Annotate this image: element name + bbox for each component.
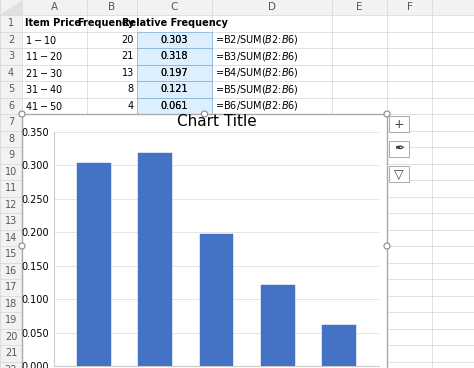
Circle shape <box>384 243 390 249</box>
Text: 8: 8 <box>128 84 134 94</box>
Text: 16: 16 <box>5 266 17 276</box>
Text: 20: 20 <box>122 35 134 45</box>
Text: $1 - $10: $1 - $10 <box>25 34 57 46</box>
Text: 17: 17 <box>5 282 17 292</box>
Bar <box>137 98 212 114</box>
Text: D: D <box>268 3 276 13</box>
Circle shape <box>201 111 208 117</box>
Text: 0.197: 0.197 <box>161 68 188 78</box>
Circle shape <box>384 111 390 117</box>
Text: 0.061: 0.061 <box>161 101 188 111</box>
Circle shape <box>19 111 25 117</box>
Text: ▽: ▽ <box>394 167 404 180</box>
Text: 19: 19 <box>5 315 17 325</box>
Title: Chart Title: Chart Title <box>177 114 256 130</box>
Text: 1: 1 <box>8 18 14 28</box>
Text: B: B <box>109 3 116 13</box>
Text: =B5/SUM($B$2:$B$6): =B5/SUM($B$2:$B$6) <box>215 83 299 96</box>
Text: ✒: ✒ <box>394 142 404 156</box>
Text: 0.121: 0.121 <box>161 84 188 94</box>
Bar <box>322 325 356 366</box>
Bar <box>0 15 22 368</box>
Bar <box>137 64 212 81</box>
Text: $31 - $40: $31 - $40 <box>25 83 63 95</box>
Text: $41 - $50: $41 - $50 <box>25 100 63 112</box>
Text: 11: 11 <box>5 183 17 193</box>
Text: 13: 13 <box>5 216 17 226</box>
Text: 22: 22 <box>5 365 17 368</box>
Bar <box>77 163 111 366</box>
Text: =B4/SUM($B$2:$B$6): =B4/SUM($B$2:$B$6) <box>215 66 299 79</box>
Circle shape <box>19 243 25 249</box>
Text: Relative Frequency: Relative Frequency <box>121 18 228 28</box>
Text: 0.318: 0.318 <box>161 51 188 61</box>
Text: 14: 14 <box>5 233 17 243</box>
Bar <box>389 141 409 157</box>
Text: 10: 10 <box>5 167 17 177</box>
Text: Frequency: Frequency <box>77 18 134 28</box>
Bar <box>389 116 409 132</box>
Text: 4: 4 <box>128 101 134 111</box>
Text: 13: 13 <box>122 68 134 78</box>
Bar <box>138 153 172 366</box>
Text: 20: 20 <box>5 332 17 342</box>
Text: $21 - $30: $21 - $30 <box>25 67 63 79</box>
Bar <box>0 0 474 15</box>
Text: 5: 5 <box>8 84 14 94</box>
Bar <box>200 234 233 366</box>
Polygon shape <box>0 0 22 15</box>
Text: F: F <box>407 3 412 13</box>
Text: 0.303: 0.303 <box>161 35 188 45</box>
Text: 15: 15 <box>5 249 17 259</box>
Bar <box>137 81 212 98</box>
Text: 2: 2 <box>8 35 14 45</box>
Text: 7: 7 <box>8 117 14 127</box>
Text: A: A <box>51 3 58 13</box>
Text: 12: 12 <box>5 200 17 210</box>
Text: 21: 21 <box>122 51 134 61</box>
Text: 0.303: 0.303 <box>161 35 188 45</box>
Text: E: E <box>356 3 363 13</box>
Text: 4: 4 <box>8 68 14 78</box>
Bar <box>389 166 409 182</box>
Text: 6: 6 <box>8 101 14 111</box>
Text: 9: 9 <box>8 150 14 160</box>
Text: 8: 8 <box>8 134 14 144</box>
Bar <box>22 114 387 368</box>
Text: =B2/SUM($B$2:$B$6): =B2/SUM($B$2:$B$6) <box>215 33 299 46</box>
Text: 0.318: 0.318 <box>161 51 188 61</box>
Text: Item Price: Item Price <box>25 18 81 28</box>
Text: $11 - $20: $11 - $20 <box>25 50 63 62</box>
Text: =B3/SUM($B$2:$B$6): =B3/SUM($B$2:$B$6) <box>215 50 299 63</box>
Text: =B6/SUM($B$2:$B$6): =B6/SUM($B$2:$B$6) <box>215 99 299 112</box>
Text: 21: 21 <box>5 348 17 358</box>
Text: 0.121: 0.121 <box>161 84 188 94</box>
Text: 0.061: 0.061 <box>161 101 188 111</box>
Text: 18: 18 <box>5 299 17 309</box>
Text: 3: 3 <box>8 51 14 61</box>
Bar <box>137 32 212 48</box>
Bar <box>261 285 295 366</box>
Text: 0.197: 0.197 <box>161 68 188 78</box>
Text: +: + <box>394 117 404 131</box>
Bar <box>137 48 212 64</box>
Text: C: C <box>171 3 178 13</box>
